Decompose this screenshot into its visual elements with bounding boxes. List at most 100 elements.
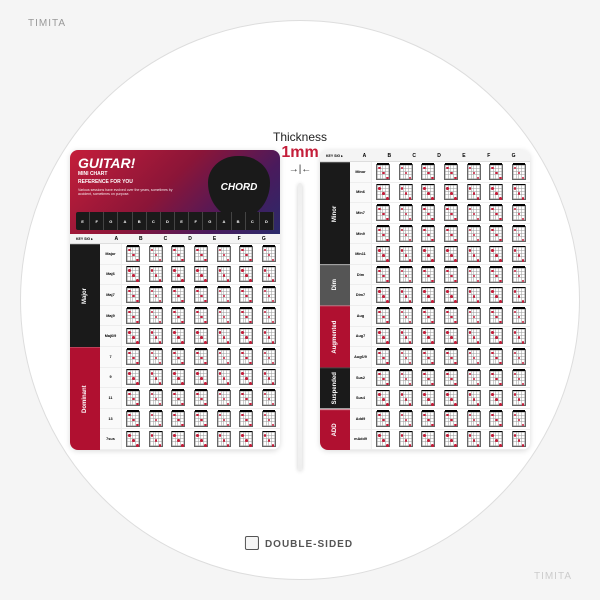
chord-diagram [467, 184, 481, 200]
chord-cell [417, 306, 440, 326]
chord-diagram [467, 246, 481, 262]
key-header: A [104, 236, 129, 242]
chord-diagram [399, 431, 413, 447]
chord-diagram [194, 266, 208, 282]
section-tab: Dominant [70, 347, 100, 450]
chord-cell [507, 244, 530, 264]
chord-cell [395, 388, 418, 408]
chord-cell [395, 327, 418, 347]
chord-cell [462, 244, 485, 264]
chord-cell [257, 326, 280, 346]
chord-diagram [239, 349, 253, 365]
chord-cell [440, 285, 463, 305]
chord-cell [167, 429, 190, 449]
chord-diagram [467, 287, 481, 303]
chord-cell [440, 388, 463, 408]
chord-cell [372, 203, 395, 223]
chord-cell [372, 224, 395, 244]
chord-diagram [399, 205, 413, 221]
chord-diagram [239, 287, 253, 303]
chord-diagram [489, 184, 503, 200]
brand-top-left: TIMITA [28, 18, 66, 29]
chord-diagram [262, 246, 276, 262]
thickness-indicator: Thickness 1mm →|← [288, 130, 312, 470]
chord-cell [440, 244, 463, 264]
back-section-tabs: MinorDimAugmentedSuspendedADD [320, 162, 350, 450]
product-scene: GUITAR! MINI CHART REFERENCE FOR YOU Var… [70, 130, 530, 470]
chord-cell [145, 285, 168, 305]
chord-row-label: Aug7 [350, 327, 372, 347]
chord-diagram [126, 287, 140, 303]
chord-row-label: Min7 [350, 203, 372, 223]
chord-cell [485, 244, 508, 264]
back-body: KEY SIG ▸ ABCDEFG MinorDimAugmentedSuspe… [320, 150, 530, 450]
chord-diagram [376, 164, 390, 180]
chord-diagram [489, 431, 503, 447]
chord-cell [395, 244, 418, 264]
chord-cell [235, 326, 258, 346]
chord-diagram [239, 266, 253, 282]
chord-diagram [467, 370, 481, 386]
chord-row-label: Dim [350, 265, 372, 285]
chord-cell [485, 409, 508, 429]
brand-bottom-right: TIMITA [534, 571, 572, 582]
chord-cell [485, 327, 508, 347]
chord-diagram [399, 390, 413, 406]
chord-row: Min9 [350, 224, 530, 245]
chord-cell [372, 244, 395, 264]
chord-cell [395, 285, 418, 305]
chord-diagram [421, 164, 435, 180]
key-header: G [501, 153, 526, 159]
chord-diagram [512, 328, 526, 344]
chord-cell [372, 327, 395, 347]
chord-diagram [467, 349, 481, 365]
fretboard-strip: EFGABCDEFGABCD [76, 212, 274, 230]
double-sided-footer: DOUBLE-SIDED [247, 538, 353, 550]
chord-diagram [194, 328, 208, 344]
chord-diagram [194, 390, 208, 406]
section-tab: Dim [320, 264, 350, 305]
chord-cell [372, 306, 395, 326]
chord-diagram [512, 164, 526, 180]
chord-diagram [126, 308, 140, 324]
chord-cell [485, 285, 508, 305]
chord-diagram [171, 411, 185, 427]
chord-diagram [171, 266, 185, 282]
chord-diagram [421, 287, 435, 303]
chord-diagram [489, 246, 503, 262]
fret-note: F [189, 212, 203, 230]
chord-diagram [444, 164, 458, 180]
chord-diagram [194, 369, 208, 385]
chord-cell [235, 388, 258, 408]
chord-diagram [444, 267, 458, 283]
chord-diagram [262, 287, 276, 303]
chord-cell [372, 430, 395, 450]
chord-diagram [512, 370, 526, 386]
chord-diagram [444, 184, 458, 200]
chord-cell [257, 306, 280, 326]
chord-diagram [399, 411, 413, 427]
chord-cell [417, 265, 440, 285]
chord-cell [462, 368, 485, 388]
chord-cell [212, 347, 235, 367]
chord-row: 7 [100, 347, 280, 368]
chord-row: Dim7 [350, 285, 530, 306]
chord-row-label: 13 [100, 409, 122, 429]
chord-cell [257, 347, 280, 367]
chord-diagram [376, 390, 390, 406]
chord-cell [507, 183, 530, 203]
chord-diagram [217, 349, 231, 365]
fret-note: G [104, 212, 118, 230]
chord-cell [145, 244, 168, 264]
chord-cell [395, 409, 418, 429]
chord-cell [235, 285, 258, 305]
chord-diagram [194, 287, 208, 303]
chord-diagram [489, 267, 503, 283]
chord-cell [212, 265, 235, 285]
front-description: Various sessions have evolved over the y… [78, 188, 178, 196]
chord-cell [395, 162, 418, 182]
fret-note: D [260, 212, 274, 230]
chord-diagram [376, 287, 390, 303]
chord-cell [440, 203, 463, 223]
fret-note: B [133, 212, 147, 230]
